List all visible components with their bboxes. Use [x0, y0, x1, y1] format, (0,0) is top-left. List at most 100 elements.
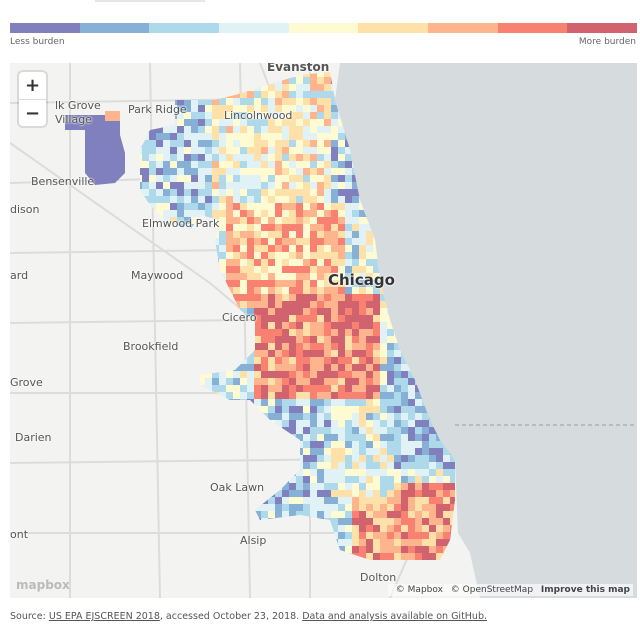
census-tract[interactable]: [394, 560, 402, 568]
census-tract[interactable]: [177, 322, 185, 330]
census-tract[interactable]: [135, 371, 143, 379]
census-tract[interactable]: [247, 252, 255, 260]
census-tract[interactable]: [170, 217, 178, 225]
census-tract[interactable]: [177, 427, 185, 435]
census-tract[interactable]: [422, 476, 430, 484]
census-tract[interactable]: [240, 245, 248, 253]
census-tract[interactable]: [366, 315, 374, 323]
census-tract[interactable]: [247, 189, 255, 197]
census-tract[interactable]: [198, 357, 206, 365]
census-tract[interactable]: [170, 371, 178, 379]
census-tract[interactable]: [219, 280, 227, 288]
census-tract[interactable]: [289, 539, 297, 547]
census-tract[interactable]: [331, 315, 339, 323]
census-tract[interactable]: [205, 441, 213, 449]
census-tract[interactable]: [317, 343, 325, 351]
census-tract[interactable]: [142, 63, 150, 71]
census-tract[interactable]: [135, 525, 143, 533]
census-tract[interactable]: [303, 455, 311, 463]
census-tract[interactable]: [205, 350, 213, 358]
census-tract[interactable]: [261, 154, 269, 162]
census-tract[interactable]: [366, 434, 374, 442]
census-tract[interactable]: [324, 259, 332, 267]
census-tract[interactable]: [324, 70, 332, 78]
census-tract[interactable]: [359, 448, 367, 456]
census-tract[interactable]: [198, 238, 206, 246]
census-tract[interactable]: [373, 371, 381, 379]
census-tract[interactable]: [289, 112, 297, 120]
census-tract[interactable]: [268, 203, 276, 211]
census-tract[interactable]: [254, 413, 262, 421]
census-tract[interactable]: [212, 329, 220, 337]
census-tract[interactable]: [338, 119, 346, 127]
census-tract[interactable]: [261, 140, 269, 148]
census-tract[interactable]: [296, 413, 304, 421]
census-tract[interactable]: [303, 476, 311, 484]
census-tract[interactable]: [219, 161, 227, 169]
census-tract[interactable]: [338, 539, 346, 547]
census-tract[interactable]: [170, 133, 178, 141]
census-tract[interactable]: [275, 203, 283, 211]
census-tract[interactable]: [345, 273, 353, 281]
census-tract[interactable]: [198, 210, 206, 218]
census-tract[interactable]: [268, 406, 276, 414]
census-tract[interactable]: [205, 385, 213, 393]
census-tract[interactable]: [282, 329, 290, 337]
census-tract[interactable]: [282, 119, 290, 127]
census-tract[interactable]: [268, 490, 276, 498]
census-tract[interactable]: [331, 427, 339, 435]
census-tract[interactable]: [191, 203, 199, 211]
census-tract[interactable]: [240, 546, 248, 554]
census-tract[interactable]: [373, 350, 381, 358]
census-tract[interactable]: [226, 224, 234, 232]
census-tract[interactable]: [275, 385, 283, 393]
census-tract[interactable]: [289, 448, 297, 456]
census-tract[interactable]: [205, 553, 213, 561]
census-tract[interactable]: [261, 175, 269, 183]
census-tract[interactable]: [324, 455, 332, 463]
census-tract[interactable]: [310, 539, 318, 547]
census-tract[interactable]: [366, 420, 374, 428]
census-tract[interactable]: [380, 560, 388, 568]
census-tract[interactable]: [254, 259, 262, 267]
census-tract[interactable]: [366, 560, 374, 568]
census-tract[interactable]: [387, 413, 395, 421]
census-tract[interactable]: [310, 413, 318, 421]
census-tract[interactable]: [275, 182, 283, 190]
census-tract[interactable]: [191, 210, 199, 218]
census-tract[interactable]: [338, 147, 346, 155]
census-tract[interactable]: [135, 378, 143, 386]
census-tract[interactable]: [163, 84, 171, 92]
census-tract[interactable]: [170, 140, 178, 148]
census-tract[interactable]: [135, 259, 143, 267]
census-tract[interactable]: [170, 203, 178, 211]
census-tract[interactable]: [317, 371, 325, 379]
census-tract[interactable]: [247, 147, 255, 155]
census-tract[interactable]: [247, 413, 255, 421]
census-tract[interactable]: [359, 231, 367, 239]
census-tract[interactable]: [289, 469, 297, 477]
census-tract[interactable]: [240, 518, 248, 526]
census-tract[interactable]: [170, 161, 178, 169]
census-tract[interactable]: [310, 560, 318, 568]
census-tract[interactable]: [177, 196, 185, 204]
census-tract[interactable]: [380, 497, 388, 505]
census-tract[interactable]: [359, 413, 367, 421]
census-tract[interactable]: [163, 210, 171, 218]
census-tract[interactable]: [177, 385, 185, 393]
census-tract[interactable]: [282, 308, 290, 316]
census-tract[interactable]: [170, 287, 178, 295]
census-tract[interactable]: [163, 294, 171, 302]
census-tract[interactable]: [282, 91, 290, 99]
census-tract[interactable]: [226, 364, 234, 372]
census-tract[interactable]: [226, 511, 234, 519]
census-tract[interactable]: [366, 392, 374, 400]
census-tract[interactable]: [184, 63, 192, 71]
census-tract[interactable]: [275, 336, 283, 344]
census-tract[interactable]: [268, 231, 276, 239]
census-tract[interactable]: [352, 217, 360, 225]
census-tract[interactable]: [254, 392, 262, 400]
census-tract[interactable]: [198, 175, 206, 183]
census-tract[interactable]: [282, 434, 290, 442]
census-tract[interactable]: [338, 329, 346, 337]
